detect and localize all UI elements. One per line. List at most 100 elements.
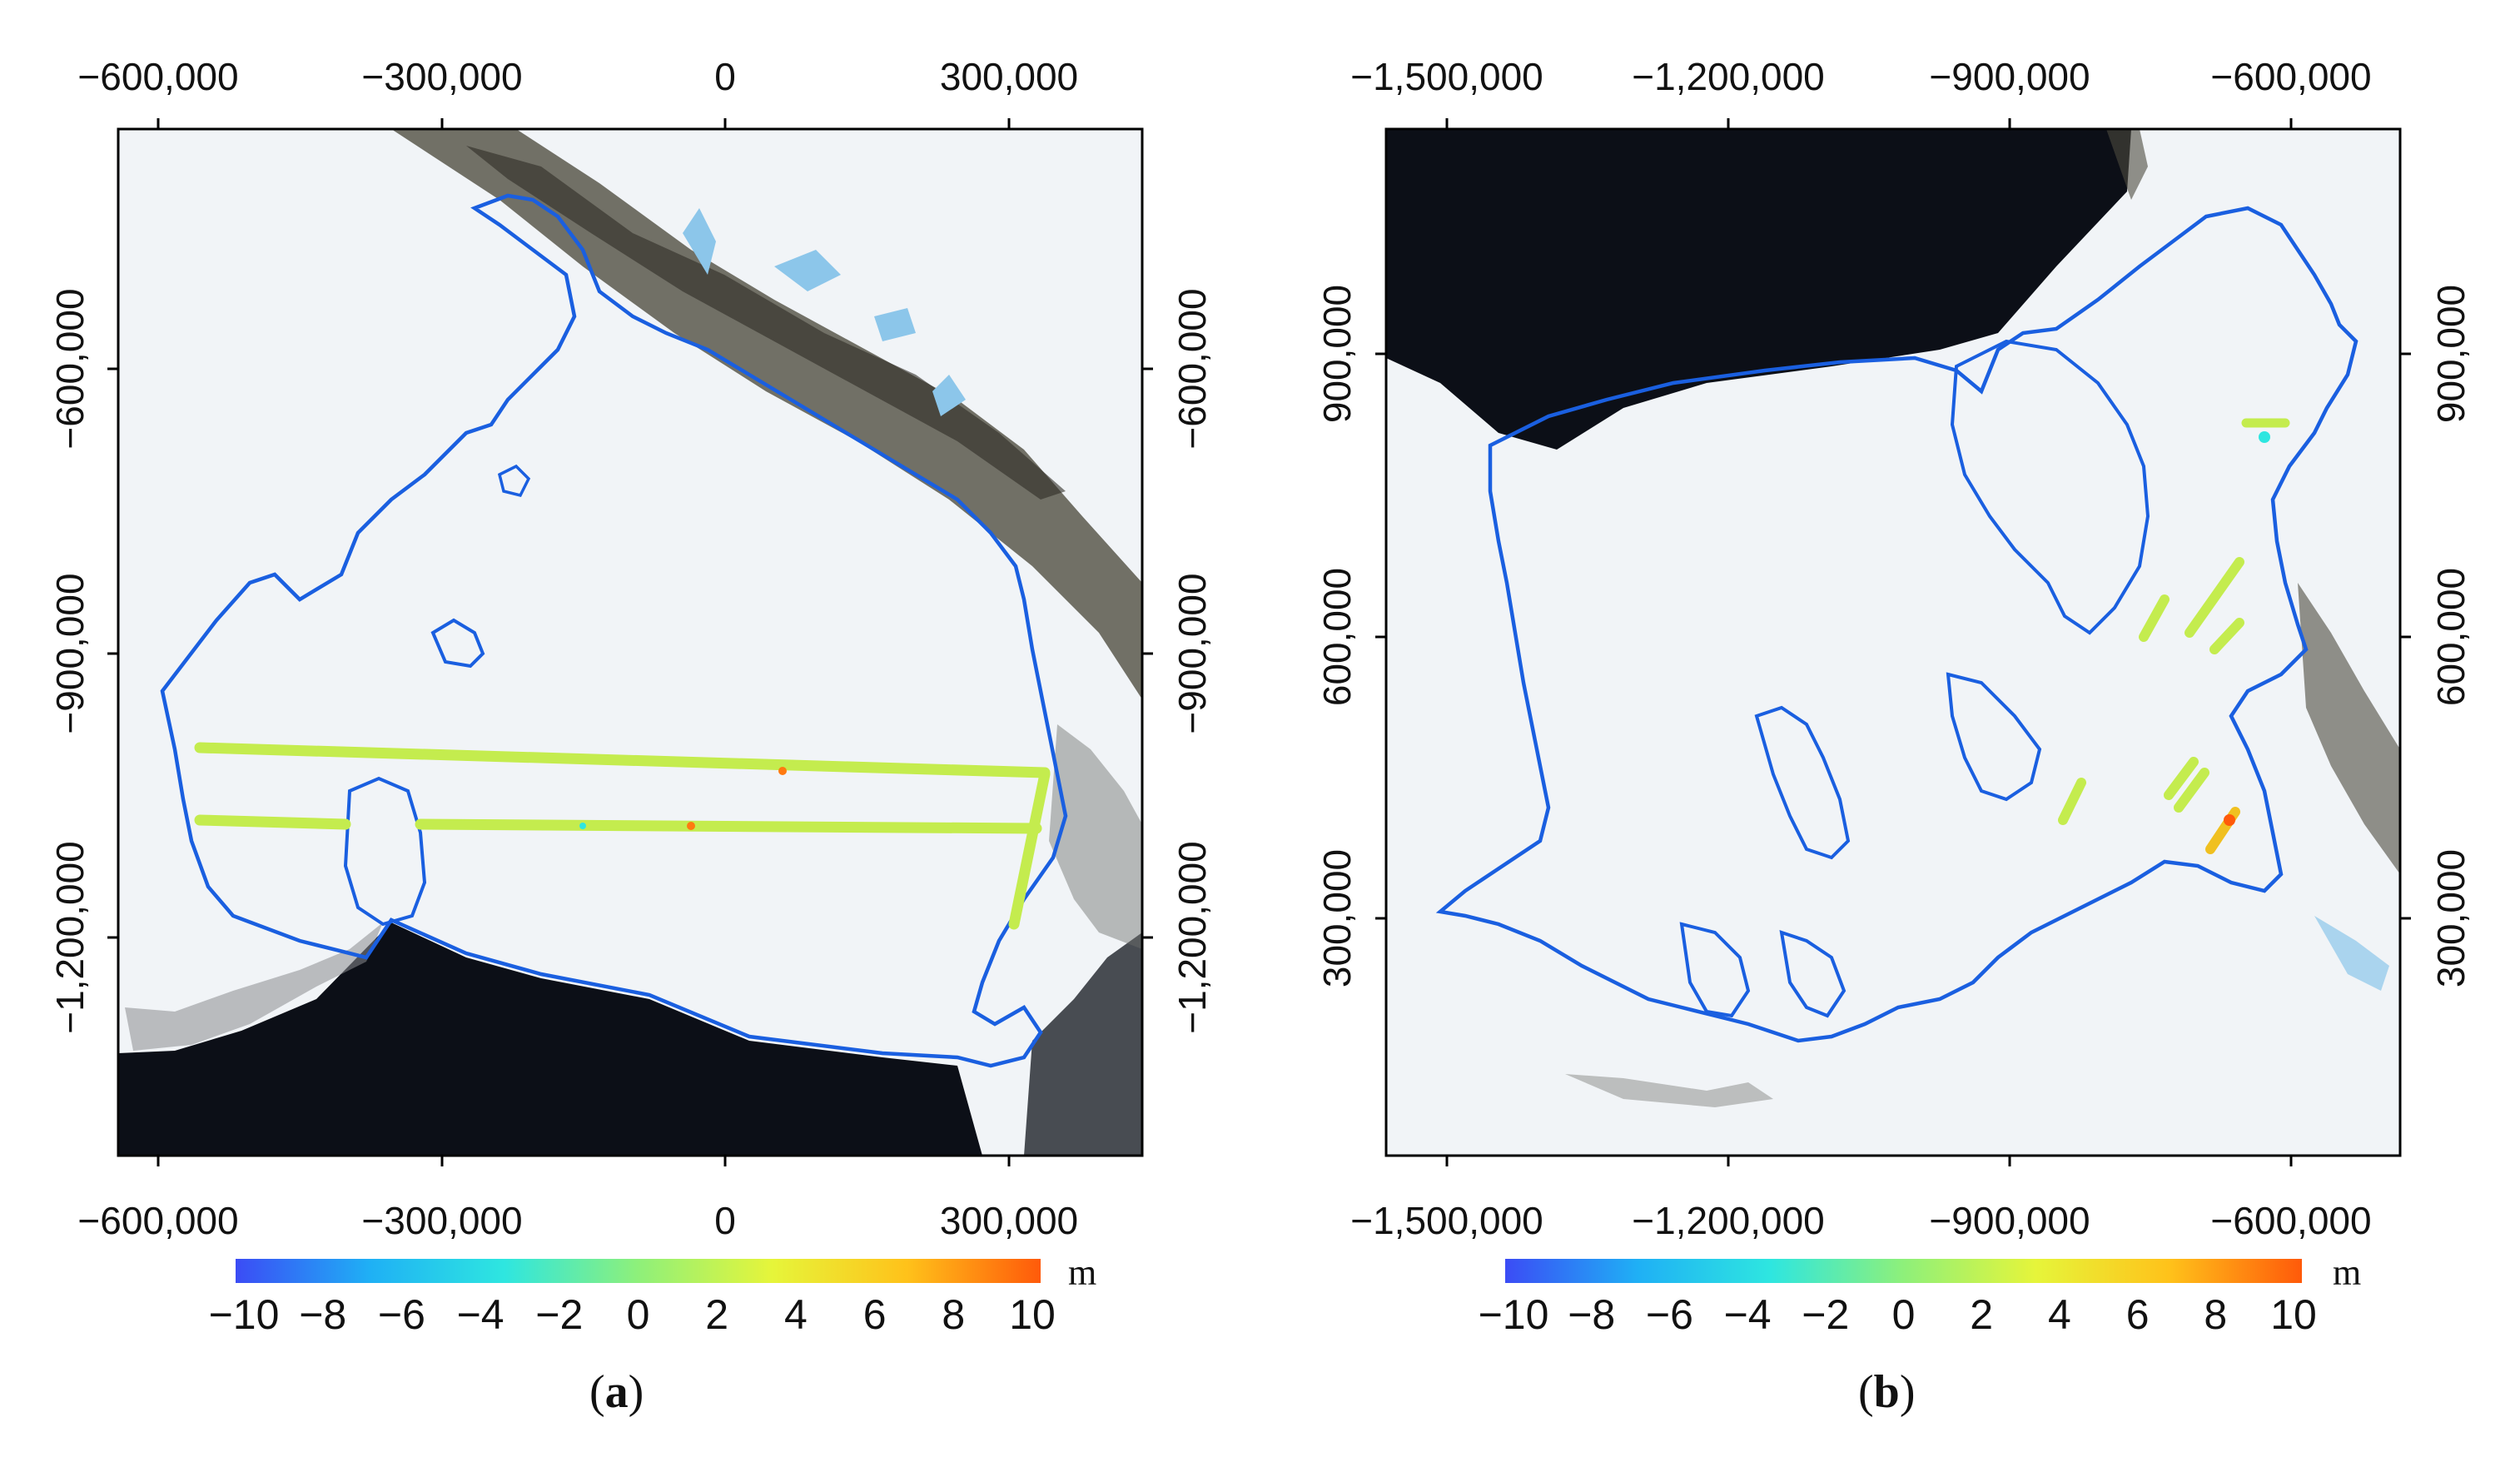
colorbar-tick-label: −10 (209, 1291, 280, 1338)
ticks-b (1375, 118, 2411, 1166)
x-tick-top-b-3: −600,000 (2210, 55, 2371, 98)
coastal-rock (125, 922, 383, 1051)
panel-label-a: (a) (589, 1366, 644, 1418)
altimetry-segment-3 (2184, 557, 2244, 638)
y-tick-left-b-2: 300,000 (1315, 849, 1359, 987)
y-tick-left-a-0: −600,000 (48, 288, 92, 449)
mountain-shadow (466, 146, 1066, 500)
colorbar-tick-label: −2 (1802, 1291, 1849, 1338)
colorbar-a: m −10 −8 −6 −4 −2 0 2 4 6 8 10 (209, 1252, 1097, 1338)
x-tick-top-a-1: −300,000 (361, 55, 522, 98)
altimetry-segment-6 (2164, 757, 2199, 800)
track-anomaly-2 (687, 822, 695, 830)
ocean-region (1386, 129, 2131, 450)
y-tick-left-b-0: 900,000 (1315, 285, 1359, 423)
panel-b: −1,500,000 −1,200,000 −900,000 −600,000 … (1315, 55, 2473, 1338)
colorbar-tick-label: 10 (1009, 1291, 1056, 1338)
map-frame-b (1384, 127, 2402, 1157)
panel-a: −600,000 −300,000 0 300,000 −600,000 −30… (48, 55, 1214, 1338)
colorbar-unit-b: m (2333, 1252, 2361, 1293)
x-tick-bottom-b-2: −900,000 (1929, 1199, 2090, 1242)
ice-rise-2 (1754, 705, 1851, 860)
x-tick-top-b-2: −900,000 (1929, 55, 2090, 98)
small-island-1 (430, 618, 485, 669)
colorbar-tick-label: 2 (705, 1291, 728, 1338)
y-tick-right-a-2: −1,200,000 (1171, 841, 1214, 1034)
x-tick-top-a-3: 300,000 (940, 55, 1078, 98)
y-tick-left-a-2: −1,200,000 (48, 841, 92, 1034)
rock-top (2106, 129, 2148, 200)
y-tick-left-a-1: −900,000 (48, 573, 92, 733)
track-anomaly-3 (579, 823, 586, 829)
colorbar-tick-label: −6 (378, 1291, 425, 1338)
x-tick-bottom-a-2: 0 (714, 1199, 736, 1242)
rock-right (2298, 583, 2400, 874)
colorbar-tick-label: 6 (863, 1291, 887, 1338)
colorbar-ticks-b: −10 −8 −6 −4 −2 0 2 4 6 8 10 (1479, 1291, 2317, 1338)
y-tick-right-b-0: 900,000 (2429, 285, 2473, 423)
altimetry-track-lower-west (194, 814, 351, 830)
colorbar-tick-label: 8 (942, 1291, 965, 1338)
ticks-a (107, 118, 1153, 1166)
x-tick-bottom-b-1: −1,200,000 (1632, 1199, 1825, 1242)
ice-rise-5 (1779, 930, 1847, 1018)
meltwater (2314, 916, 2389, 991)
colorbar-tick-label: −8 (299, 1291, 346, 1338)
ocean-region (118, 922, 982, 1156)
colorbar-unit-a: m (1068, 1252, 1096, 1293)
x-tick-bottom-b-0: −1,500,000 (1350, 1199, 1543, 1242)
altimetry-track-upper (194, 742, 1051, 778)
x-tick-top-a-0: −600,000 (77, 55, 238, 98)
colorbar-tick-label: −4 (1724, 1291, 1772, 1338)
colorbar-tick-label: 8 (2204, 1291, 2227, 1338)
y-tick-right-a-1: −900,000 (1171, 573, 1214, 733)
colorbar-tick-label: 4 (784, 1291, 808, 1338)
x-tick-top-b-0: −1,500,000 (1350, 55, 1543, 98)
colorbar-tick-label: −10 (1479, 1291, 1549, 1338)
altimetry-segment-4 (2209, 618, 2244, 654)
x-tick-bottom-a-0: −600,000 (77, 1199, 238, 1242)
map-frame-a (117, 127, 1144, 1157)
altimetry-segment-2 (2139, 594, 2170, 642)
rock-bottom (1565, 1074, 1773, 1107)
x-tick-top-a-2: 0 (714, 55, 736, 98)
colorbar-tick-label: 2 (1970, 1291, 1993, 1338)
track-anomaly-b2 (2224, 814, 2235, 826)
meltwater (683, 208, 966, 416)
colorbar-tick-label: −4 (457, 1291, 504, 1338)
colorbar-b: m −10 −8 −6 −4 −2 0 2 4 6 8 10 (1479, 1252, 2362, 1338)
ice-rise-3 (1946, 672, 2042, 802)
rock-right (1049, 724, 1142, 949)
colorbar-tick-label: 0 (627, 1291, 650, 1338)
colorbar-bar-b (1505, 1259, 2302, 1283)
x-tick-top-b-1: −1,200,000 (1632, 55, 1825, 98)
grounding-line (160, 193, 1068, 1068)
colorbar-tick-label: 0 (1892, 1291, 1916, 1338)
y-tick-left-b-1: 600,000 (1315, 568, 1359, 706)
colorbar-ticks-a: −10 −8 −6 −4 −2 0 2 4 6 8 10 (209, 1291, 1056, 1338)
ocean-right (1024, 932, 1142, 1156)
satellite-map-b (1386, 129, 2400, 1156)
colorbar-tick-label: −6 (1646, 1291, 1693, 1338)
track-anomaly-b1 (2259, 431, 2270, 443)
ice-rise-4 (1679, 922, 1751, 1018)
satellite-map-a (118, 129, 1142, 1156)
altimetry-track-lower-east (415, 818, 1042, 834)
altimetry-segment-5 (2058, 778, 2086, 825)
colorbar-tick-label: 6 (2126, 1291, 2150, 1338)
ice-rise-island (343, 776, 427, 927)
x-tick-bottom-a-3: 300,000 (940, 1199, 1078, 1242)
y-tick-right-b-2: 300,000 (2429, 849, 2473, 987)
track-anomaly-1 (778, 767, 787, 775)
altimetry-segment-7 (2174, 768, 2209, 813)
panel-label-b: (b) (1858, 1366, 1916, 1418)
x-tick-bottom-b-3: −600,000 (2210, 1199, 2371, 1242)
colorbar-bar-a (236, 1259, 1041, 1283)
y-tick-right-b-1: 600,000 (2429, 568, 2473, 706)
altimetry-track-diagonal (1008, 768, 1051, 930)
small-island-2 (497, 464, 531, 498)
ice-rise-1 (1950, 339, 2150, 635)
colorbar-tick-label: −8 (1568, 1291, 1615, 1338)
y-tick-right-a-0: −600,000 (1171, 288, 1214, 449)
